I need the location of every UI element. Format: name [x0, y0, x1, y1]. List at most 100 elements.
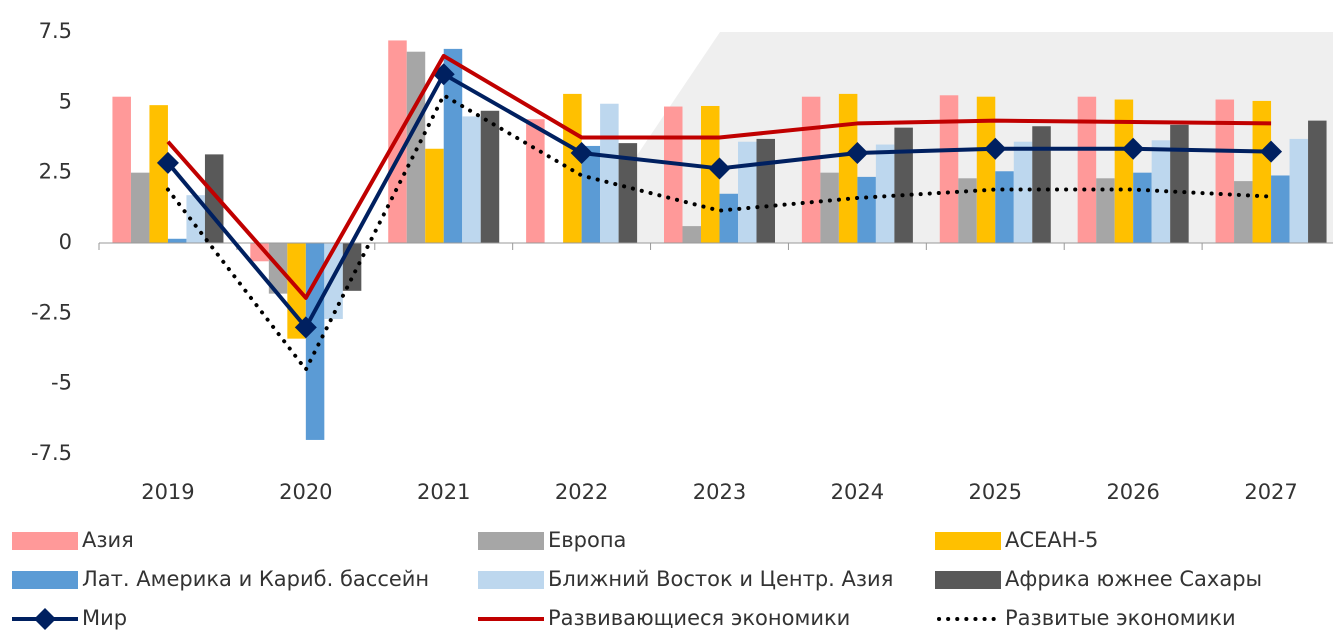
x-tick-label: 2024 [831, 480, 884, 504]
y-tick-label: -5 [51, 371, 72, 395]
bar [738, 141, 757, 243]
legend-item: Европа [478, 528, 626, 552]
legend-item: Развитые экономики [937, 606, 1236, 630]
bar [995, 171, 1014, 243]
bar [1170, 124, 1189, 243]
x-tick-label: 2019 [141, 480, 194, 504]
line-marker [984, 137, 1007, 160]
x-tick-label: 2021 [417, 480, 470, 504]
bar [701, 105, 720, 244]
bar [958, 178, 977, 243]
legend-swatch [478, 571, 544, 589]
bar [857, 176, 876, 243]
legend-label: Азия [82, 528, 134, 552]
legend-label: Развивающиеся экономики [548, 606, 850, 630]
bar [167, 238, 187, 243]
line [165, 93, 1274, 372]
line-marker [570, 141, 593, 164]
bar [1252, 100, 1272, 243]
legend-swatch [12, 532, 78, 550]
bar [480, 110, 500, 243]
bar [250, 243, 269, 262]
bar [287, 243, 306, 339]
legend-item: Мир [12, 606, 127, 630]
bar [1289, 138, 1309, 243]
line-marker [846, 141, 869, 164]
y-tick-label: 0 [59, 230, 72, 254]
line-marker [156, 151, 179, 174]
bar [1271, 175, 1290, 243]
bar [1114, 99, 1134, 244]
bar [1215, 99, 1235, 244]
y-tick-label: 5 [59, 89, 72, 113]
line-marker [1122, 137, 1145, 160]
legend-item: Ближний Восток и Центр. Азия [478, 567, 893, 591]
bar [581, 145, 601, 243]
line-marker [708, 157, 731, 180]
x-tick-label: 2022 [555, 480, 608, 504]
legend-label: Лат. Америка и Кариб. бассейн [82, 567, 429, 591]
bar [894, 127, 913, 243]
bar [719, 193, 738, 243]
bar [801, 96, 821, 243]
legend-item: Африка южнее Сахары [935, 567, 1262, 591]
bar [1013, 141, 1033, 243]
bar [406, 51, 426, 244]
bar [875, 144, 895, 243]
legend-label: Ближний Восток и Центр. Азия [548, 567, 893, 591]
x-tick-label: 2026 [1106, 480, 1159, 504]
bar [342, 243, 362, 291]
bar [664, 106, 683, 243]
bar [425, 148, 444, 243]
y-tick-label: -2.5 [31, 300, 72, 324]
bar [112, 96, 131, 243]
bar [1151, 140, 1171, 243]
bar [186, 195, 205, 243]
x-tick-label: 2023 [693, 480, 746, 504]
bar [682, 226, 701, 243]
bar [526, 119, 545, 243]
bar [1077, 96, 1097, 243]
bar [462, 116, 481, 243]
y-tick-label: 2.5 [39, 160, 72, 184]
y-tick-label: -7.5 [31, 441, 72, 465]
bar [1096, 178, 1115, 243]
line-marker [294, 316, 317, 339]
legend-label: Мир [82, 606, 127, 630]
bar [1032, 126, 1051, 243]
line [166, 53, 1272, 300]
legend-swatch [935, 532, 1001, 550]
bar [149, 105, 168, 243]
bar [324, 243, 343, 319]
legend-swatch [935, 571, 1001, 589]
legend-label: АСЕАН-5 [1005, 528, 1098, 552]
legend-marker [34, 608, 56, 630]
bar [838, 93, 858, 243]
bar [820, 172, 839, 243]
line-marker [1260, 140, 1283, 163]
legend-item: АСЕАН-5 [935, 528, 1098, 552]
legend-label: Африка южнее Сахары [1005, 567, 1262, 591]
legend-swatch [12, 571, 78, 589]
bar [130, 172, 150, 243]
legend-swatch [478, 532, 544, 550]
legend-item: Развивающиеся экономики [478, 606, 850, 630]
x-tick-label: 2025 [969, 480, 1022, 504]
line-marker [432, 63, 455, 86]
bar [1308, 120, 1327, 243]
bar [388, 40, 407, 243]
legend-item: Азия [12, 528, 134, 552]
bar [1133, 172, 1152, 243]
bar [756, 138, 775, 243]
bar [1234, 181, 1253, 243]
bar [618, 143, 638, 243]
x-tick-label: 2027 [1244, 480, 1297, 504]
legend-label: Развитые экономики [1005, 606, 1236, 630]
x-tick-label: 2020 [279, 480, 332, 504]
bar [976, 96, 996, 243]
bar [600, 103, 619, 244]
y-tick-label: 7.5 [39, 19, 72, 43]
bar [939, 95, 959, 243]
legend-item: Лат. Америка и Кариб. бассейн [12, 567, 429, 591]
